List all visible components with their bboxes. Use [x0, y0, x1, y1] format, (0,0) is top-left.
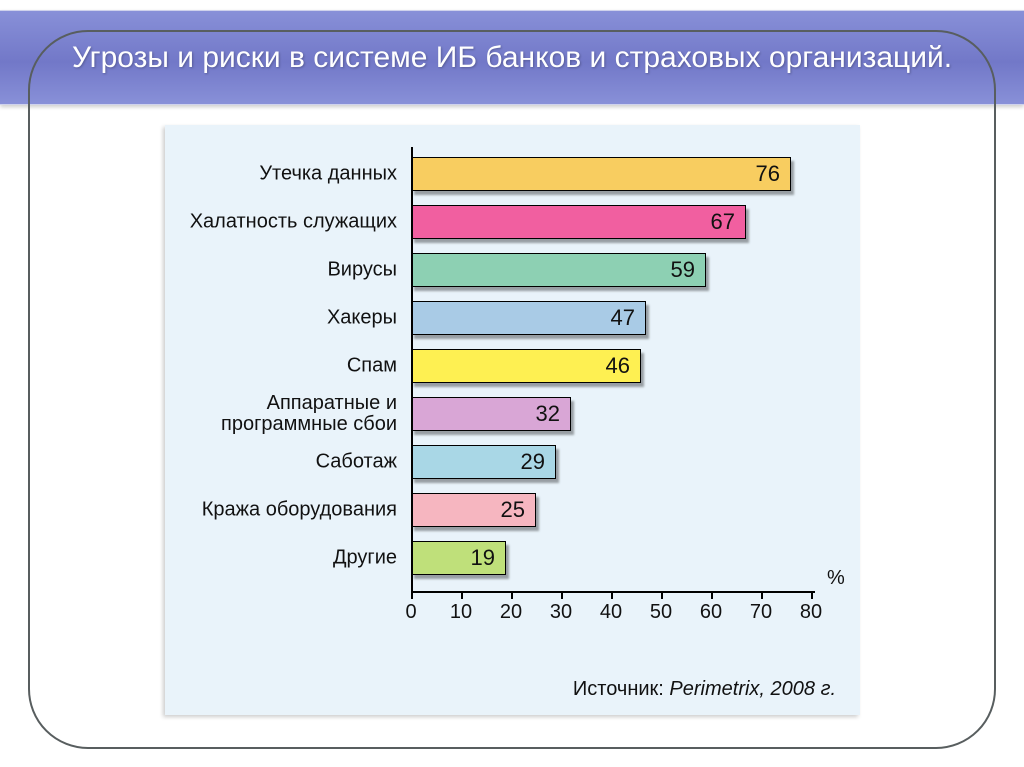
bar: 25: [411, 493, 536, 527]
source-prefix: Источник:: [573, 678, 670, 700]
x-tick: [711, 591, 713, 599]
x-tick: [761, 591, 763, 599]
title-band: Угрозы и риски в системе ИБ банков и стр…: [0, 10, 1024, 105]
x-tick-label: 50: [650, 601, 672, 624]
bar-label: Вирусы: [167, 260, 397, 281]
bar-label: Утечка данных: [167, 164, 397, 185]
x-tick-label: 20: [500, 601, 522, 624]
x-tick: [661, 591, 663, 599]
bar-row: Кража оборудования 25: [165, 487, 840, 533]
bar-label: Аппаратные и программные сбои: [167, 393, 397, 435]
bar-row: Хакеры 47: [165, 295, 840, 341]
x-tick-label: 0: [405, 601, 416, 624]
bar-label: Другие: [167, 548, 397, 569]
x-tick-label: 10: [450, 601, 472, 624]
bar-row: Вирусы 59: [165, 247, 840, 293]
bar: 46: [411, 349, 641, 383]
bar-row: Другие 19: [165, 535, 840, 581]
slide-title: Угрозы и риски в системе ИБ банков и стр…: [12, 39, 1012, 77]
bar: 29: [411, 445, 556, 479]
bar-label: Хакеры: [167, 308, 397, 329]
bar-row: Халатность служащих 67: [165, 199, 840, 245]
bar-label: Халатность служащих: [167, 212, 397, 233]
x-tick: [561, 591, 563, 599]
x-ticks: 01020304050607080: [411, 591, 815, 621]
bar: 47: [411, 301, 646, 335]
x-tick-label: 80: [800, 601, 822, 624]
bar-row: Спам 46: [165, 343, 840, 389]
source-name: Perimetrix, 2008 г.: [669, 678, 836, 700]
bar-row: Саботаж 29: [165, 439, 840, 485]
chart-source: Источник: Perimetrix, 2008 г.: [573, 678, 836, 701]
x-tick: [411, 591, 413, 599]
x-tick: [511, 591, 513, 599]
x-tick: [461, 591, 463, 599]
x-tick-label: 60: [700, 601, 722, 624]
x-tick-label: 40: [600, 601, 622, 624]
unit-label: %: [827, 567, 845, 590]
bar-row: Аппаратные и программные сбои 32: [165, 391, 840, 437]
y-axis: [411, 147, 413, 591]
bar: 32: [411, 397, 571, 431]
bar-label: Кража оборудования: [167, 500, 397, 521]
x-tick-label: 30: [550, 601, 572, 624]
x-tick-label: 70: [750, 601, 772, 624]
bar: 19: [411, 541, 506, 575]
bar: 67: [411, 205, 746, 239]
chart-panel: Утечка данных 76 Халатность служащих 67 Виру…: [165, 125, 860, 715]
bar-label: Саботаж: [167, 452, 397, 473]
bar-row: Утечка данных 76: [165, 151, 840, 197]
bar-label: Спам: [167, 356, 397, 377]
bar: 76: [411, 157, 791, 191]
chart-plot: Утечка данных 76 Халатность служащих 67 Виру…: [165, 145, 840, 625]
bar: 59: [411, 253, 706, 287]
x-tick: [811, 591, 813, 599]
x-tick: [611, 591, 613, 599]
